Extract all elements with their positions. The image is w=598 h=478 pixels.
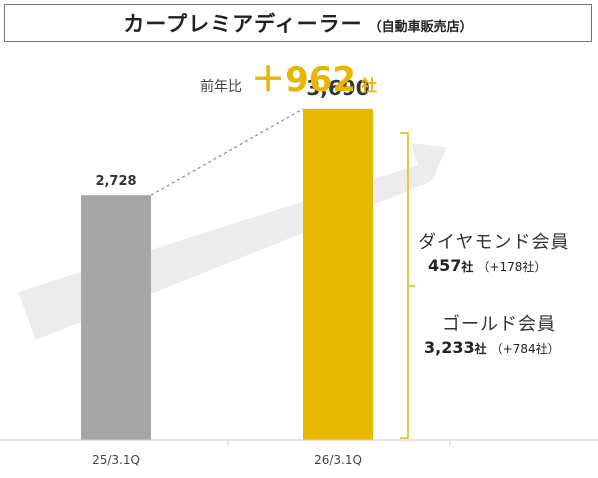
segment-gold-value: 3,233	[424, 338, 475, 357]
segment-diamond-unit: 社	[461, 260, 474, 274]
breakdown-bracket	[400, 132, 415, 439]
segment-gold-delta: （+784社）	[490, 342, 560, 356]
segment-diamond-name: ダイヤモンド会員	[418, 232, 570, 253]
bar-26/3.1Q	[303, 108, 373, 440]
segment-diamond-value: 457	[428, 256, 462, 275]
bar-value-label: 2,728	[95, 174, 136, 189]
segment-diamond-count: 457社 （+178社）	[428, 256, 569, 275]
yoy-value: ＋962	[251, 60, 357, 100]
segment-diamond: ダイヤモンド会員 457社 （+178社）	[418, 228, 569, 275]
yoy-unit: 社	[361, 76, 378, 95]
bar-connector-line	[150, 108, 304, 196]
x-tick-label: 25/3.1Q	[92, 453, 140, 467]
title-box: カープレミアディーラー （自動車販売店）	[4, 4, 592, 42]
bars-layer: 2,728 25/3.1Q 3,690 26/3.1Q	[81, 76, 373, 467]
chart-title: カープレミアディーラー	[123, 12, 363, 36]
x-tick-label: 26/3.1Q	[314, 453, 362, 467]
segment-gold: ゴールド会員 3,233社 （+784社）	[424, 310, 560, 357]
chart-subtitle: （自動車販売店）	[368, 19, 473, 35]
segment-gold-name: ゴールド会員	[442, 314, 556, 335]
bar-value-label: 3,690	[306, 76, 369, 100]
yoy-increase: 前年比 ＋962 社	[200, 52, 377, 101]
segment-gold-unit: 社	[474, 342, 487, 356]
segment-gold-count: 3,233社 （+784社）	[424, 338, 560, 357]
bar-25/3.1Q	[81, 195, 151, 440]
yoy-label: 前年比	[200, 79, 242, 95]
segment-diamond-delta: （+178社）	[477, 260, 547, 274]
